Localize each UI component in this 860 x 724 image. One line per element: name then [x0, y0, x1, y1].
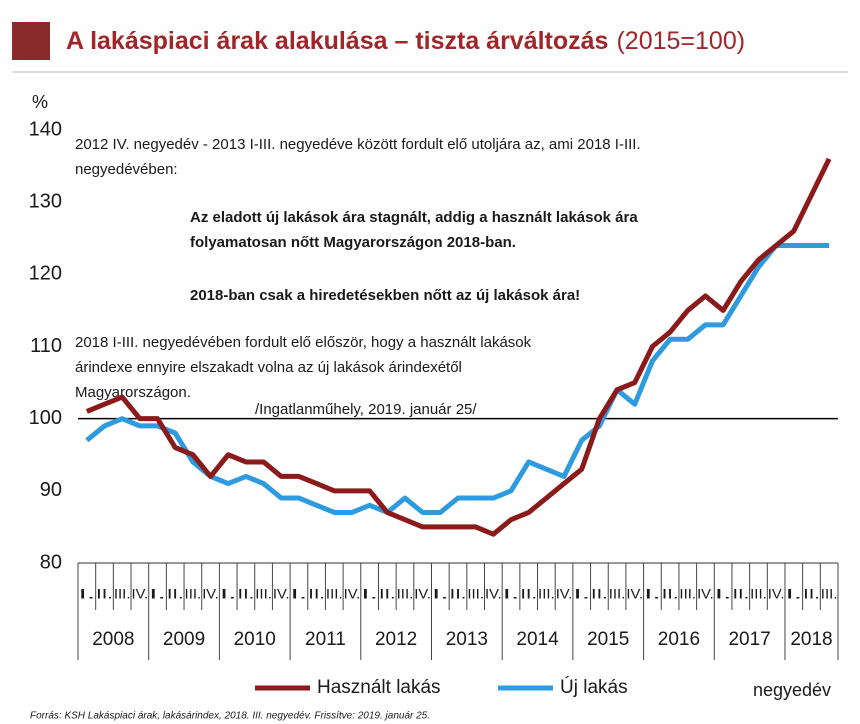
x-tick-label: I.	[573, 586, 590, 602]
x-tick-label: II.	[167, 586, 184, 602]
x-tick-label: III.	[750, 586, 767, 602]
x-tick-label: II.	[591, 586, 608, 602]
x-tick-label: IV.	[273, 586, 290, 602]
y-tick-label: 120	[29, 263, 62, 285]
x-tick-label: III.	[114, 586, 131, 602]
x-tick-label: IV.	[697, 586, 714, 602]
x-tick-label: I.	[361, 586, 378, 602]
x-tick-label: I.	[291, 586, 308, 602]
annotation: 2018-ban csak a hiredetésekben nőtt az ú…	[190, 287, 580, 304]
x-tick-label: IV.	[132, 586, 149, 602]
chart-subtitle: (2015=100)	[616, 27, 745, 55]
year-label: 2017	[728, 629, 770, 650]
year-label: 2009	[163, 629, 205, 650]
x-tick-label: II.	[520, 586, 537, 602]
legend-label: Használt lakás	[317, 677, 441, 698]
annotation: Az eladott új lakások ára stagnált, addi…	[190, 209, 638, 226]
chart-title-wrap: A lakáspiaci árak alakulása – tiszta árv…	[66, 27, 745, 55]
y-tick-label: 100	[29, 407, 62, 429]
source: Forrás: KSH Lakáspiaci árak, lakásárinde…	[30, 711, 430, 722]
title-marker	[12, 22, 50, 60]
x-tick-label: II.	[662, 586, 679, 602]
x-tick-label: III.	[255, 586, 272, 602]
x-tick-label: IV.	[485, 586, 502, 602]
annotation: 2018 I-III. negyedévében fordult elő elő…	[75, 334, 532, 351]
x-tick-label: III.	[538, 586, 555, 602]
x-tick-label: IV.	[202, 586, 219, 602]
x-tick-label: II.	[308, 586, 325, 602]
year-label: 2008	[92, 629, 134, 650]
x-tick-label: IV.	[768, 586, 785, 602]
x-tick-label: III.	[467, 586, 484, 602]
x-tick-label: III.	[185, 586, 202, 602]
legend-label: Új lakás	[560, 676, 628, 698]
series-line	[85, 242, 830, 515]
x-tick-label: III.	[326, 586, 343, 602]
year-label: 2016	[658, 629, 700, 650]
x-tick-label: IV.	[556, 586, 573, 602]
x-tick-label: I.	[644, 586, 661, 602]
annotation: árindexe ennyire elszakadt volna az új l…	[75, 359, 462, 376]
year-label: 2014	[516, 629, 559, 650]
x-tick-label: IV.	[344, 586, 361, 602]
x-tick-label: II.	[450, 586, 467, 602]
y-tick-label: 140	[29, 118, 62, 140]
y-tick-label: 130	[29, 190, 62, 212]
x-tick-label: I.	[79, 586, 96, 602]
x-tick-label: III.	[397, 586, 414, 602]
x-axis-label: negyedév	[753, 680, 831, 700]
year-label: 2013	[446, 629, 488, 650]
x-tick-label: I.	[432, 586, 449, 602]
y-tick-label: 110	[30, 335, 62, 357]
series-line	[85, 157, 832, 537]
x-tick-label: IV.	[626, 586, 643, 602]
y-tick-label: 90	[40, 479, 62, 501]
y-tick-label: 80	[40, 551, 62, 573]
x-tick-label: II.	[238, 586, 255, 602]
annotation: negyedévében:	[75, 161, 178, 178]
x-tick-label: III.	[679, 586, 696, 602]
year-label: 2011	[305, 629, 346, 650]
x-tick-label: II.	[379, 586, 396, 602]
year-label: 2015	[587, 629, 629, 650]
x-tick-label: IV.	[414, 586, 431, 602]
x-tick-label: III.	[821, 586, 838, 602]
year-label: 2018	[790, 629, 832, 650]
x-tick-label: I.	[785, 586, 802, 602]
x-tick-label: I.	[715, 586, 732, 602]
x-tick-label: II.	[96, 586, 113, 602]
chart-title: A lakáspiaci árak alakulása – tiszta árv…	[66, 27, 608, 55]
x-tick-label: III.	[609, 586, 626, 602]
y-axis-label: %	[32, 92, 48, 112]
x-tick-label: II.	[803, 586, 820, 602]
year-label: 2012	[375, 629, 417, 650]
annotation: Magyarországon.	[75, 384, 191, 401]
annotation: 2012 IV. negyedév - 2013 I-III. negyedév…	[75, 136, 641, 153]
x-tick-label: I.	[220, 586, 237, 602]
annotation: folyamatosan nőtt Magyarországon 2018-ba…	[190, 234, 516, 251]
x-tick-label: I.	[503, 586, 520, 602]
x-tick-label: II.	[732, 586, 749, 602]
x-tick-label: I.	[149, 586, 166, 602]
annotation: /Ingatlanműhely, 2019. január 25/	[255, 401, 477, 418]
year-label: 2010	[234, 629, 276, 650]
